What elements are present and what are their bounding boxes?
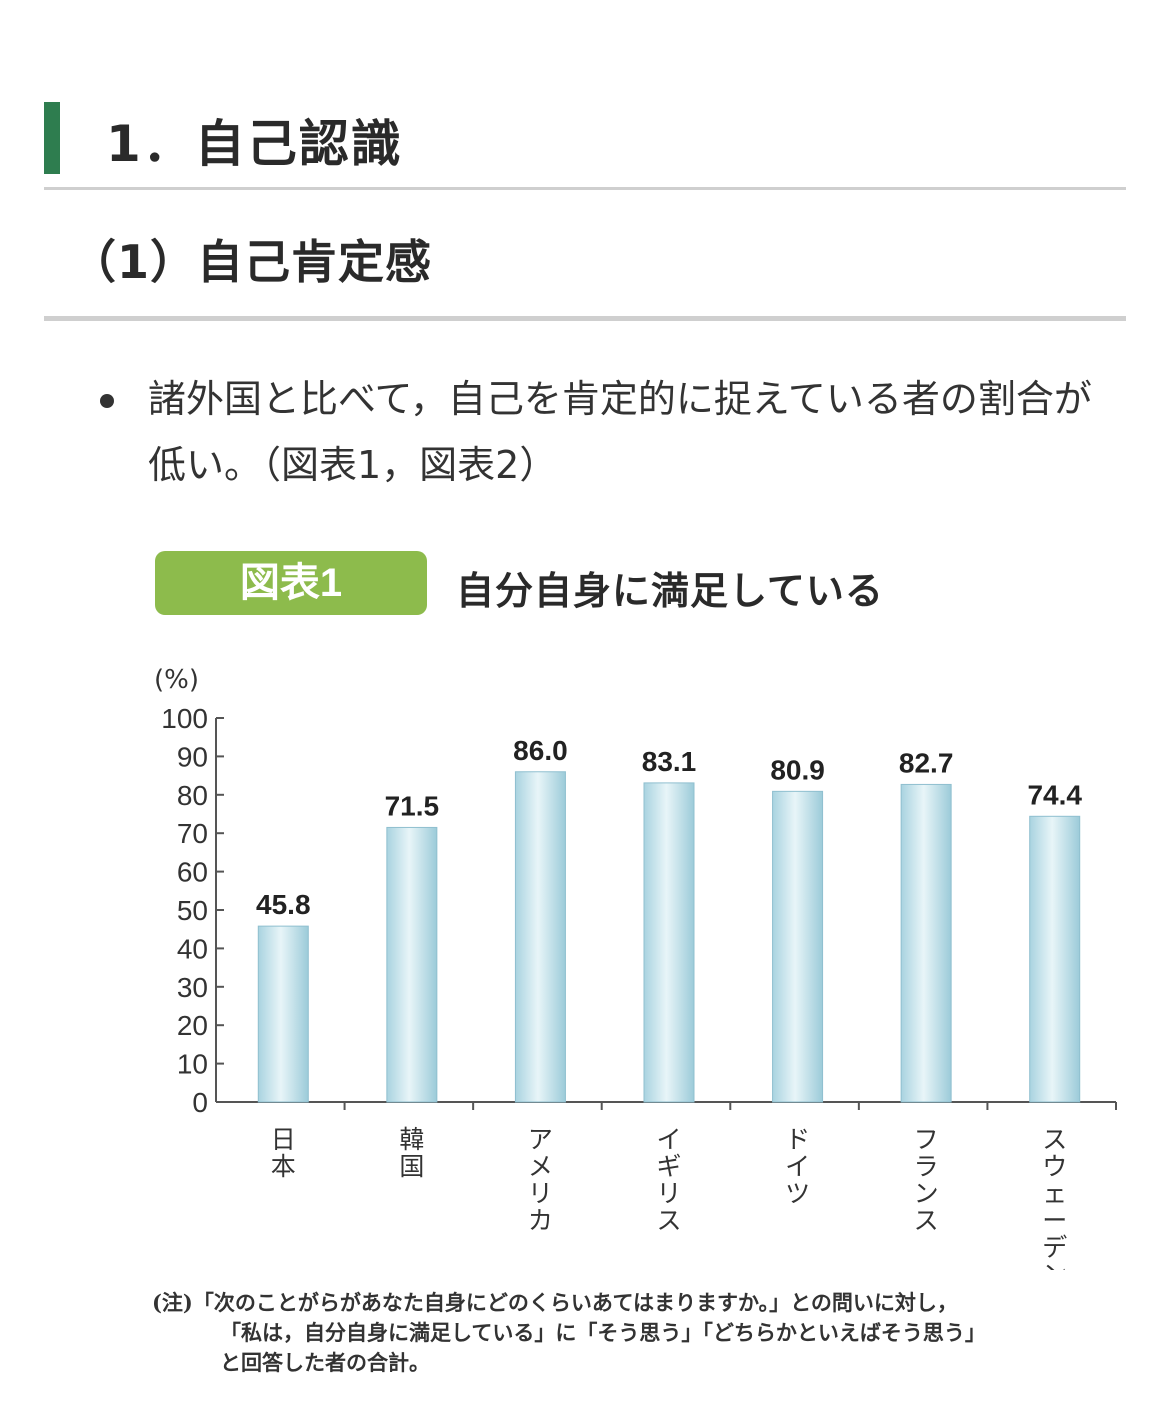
bar xyxy=(1029,815,1081,1103)
figure-note: (注)「次のことがらがあなた自身にどのくらいあてはまりますか。」との問いに対し，… xyxy=(152,1288,1112,1378)
y-tick-label: 50 xyxy=(177,895,208,926)
bar-value-label: 83.1 xyxy=(642,746,697,777)
note-line-2: 「私は，自分自身に満足している」に「そう思う」「どちらかといえばそう思う」 xyxy=(220,1320,986,1345)
bar-value-label: 80.9 xyxy=(770,754,825,785)
figure-title: 自分自身に満足している xyxy=(456,569,884,613)
y-tick-label: 30 xyxy=(177,972,208,1003)
subsection-divider xyxy=(44,316,1126,321)
note-line-3: と回答した者の合計。 xyxy=(220,1350,430,1375)
x-category-label: 韓国 xyxy=(399,1125,424,1181)
bar xyxy=(257,925,309,1103)
y-tick-label: 0 xyxy=(192,1087,208,1118)
x-category-label: アメリカ xyxy=(528,1125,553,1235)
x-axis: 日本 韓国 アメリカ イギリス ドイツ フランス スウェーデン xyxy=(216,1101,1117,1270)
figure-badge: 図表1 xyxy=(155,551,427,615)
y-tick-label: 60 xyxy=(177,857,208,888)
y-tick-label: 70 xyxy=(177,818,208,849)
y-tick-label: 90 xyxy=(177,741,208,772)
section-heading: 1．自己認識 xyxy=(106,115,403,173)
section-accent-bar xyxy=(44,102,60,174)
y-tick-label: 100 xyxy=(161,703,208,734)
bar-value-label: 71.5 xyxy=(385,790,440,821)
y-tick-label: 80 xyxy=(177,780,208,811)
x-category-label: イギリス xyxy=(656,1125,681,1235)
y-tick-label: 20 xyxy=(177,1010,208,1041)
y-axis-unit-label: (%) xyxy=(154,665,199,695)
note-line-1: (注)「次のことがらがあなた自身にどのくらいあてはまりますか。」との問いに対し， xyxy=(152,1290,958,1315)
bar-value-label: 74.4 xyxy=(1027,779,1082,810)
section-divider xyxy=(44,187,1126,190)
bar xyxy=(643,782,695,1103)
x-category-label: 日本 xyxy=(271,1125,296,1181)
bar xyxy=(514,771,566,1103)
bullet-icon xyxy=(100,394,114,408)
bar xyxy=(386,826,438,1103)
bar-chart: (%) 0 10 20 30 40 50 60 70 80 90 100 日本 韓国 アメリカ イギリス ド… xyxy=(154,665,1117,1270)
bar xyxy=(772,790,824,1103)
y-tick-label: 10 xyxy=(177,1049,208,1080)
bar xyxy=(900,783,952,1103)
bullet-text: 諸外国と比べて，自己を肯定的に捉えている者の割合が低い。（図表1，図表2） xyxy=(148,377,1092,487)
bar-value-label: 86.0 xyxy=(513,735,568,766)
bar-series: 45.8 71.5 86.0 83.1 80.9 82.7 74.4 xyxy=(256,735,1082,1103)
y-axis: 0 10 20 30 40 50 60 70 80 90 100 xyxy=(161,703,224,1118)
bar-value-label: 45.8 xyxy=(256,889,311,920)
y-tick-label: 40 xyxy=(177,933,208,964)
x-category-label: フランス xyxy=(914,1125,939,1235)
x-category-label: スウェーデン xyxy=(1042,1125,1067,1270)
x-category-label: ドイツ xyxy=(785,1125,810,1208)
subsection-heading: （1）自己肯定感 xyxy=(70,235,433,289)
bar-value-label: 82.7 xyxy=(899,747,954,778)
